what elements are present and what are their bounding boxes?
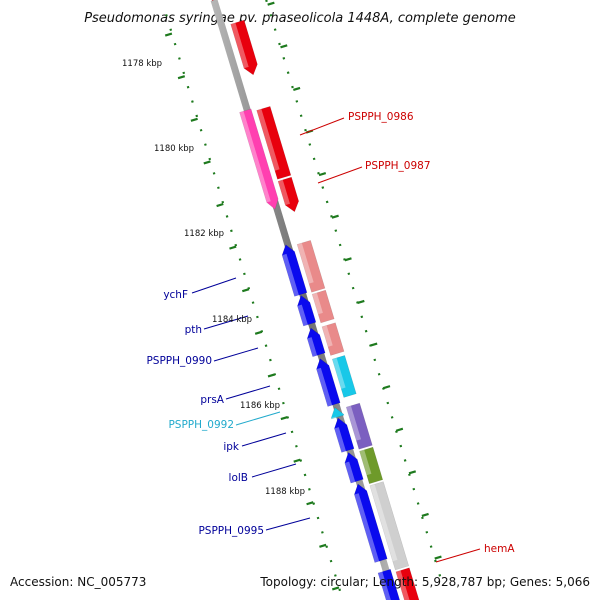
gene-purple-ipk[interactable] — [345, 402, 373, 450]
scale-tick-mark — [164, 32, 173, 37]
gene-red-c[interactable] — [277, 176, 301, 214]
gene-grey-0995[interactable] — [369, 481, 410, 571]
scale-label-1184: 1184 kbp — [212, 315, 252, 325]
scale-tick-mark — [331, 586, 340, 591]
gene-salmon-0990[interactable] — [321, 322, 345, 356]
scale-tick-mark — [293, 458, 301, 463]
gene-label-prsa[interactable]: prsA — [200, 394, 224, 406]
scale-tick-mark — [421, 512, 429, 518]
gene-label-pspph0995[interactable]: PSPPH_0995 — [198, 525, 264, 537]
callout-line-pth — [203, 315, 249, 330]
gene-blue-ychf[interactable] — [280, 243, 308, 297]
scale-tick-mark — [280, 44, 288, 49]
gene-label-ychf[interactable]: ychF — [163, 289, 188, 301]
scale-label-1182: 1182 kbp — [184, 229, 224, 239]
scale-label-1188: 1188 kbp — [265, 487, 305, 497]
callout-lines — [191, 117, 481, 563]
callout-line-ipk — [241, 432, 287, 447]
gene-cyan-0992[interactable] — [329, 406, 345, 420]
gene-red-b[interactable] — [256, 106, 292, 180]
gene-label-pspph0992[interactable]: PSPPH_0992 — [168, 419, 234, 431]
callout-line-pspph0992 — [235, 411, 281, 426]
scale-tick-mark — [434, 555, 442, 560]
scale-tick-mark — [229, 245, 237, 250]
callout-line-pspph0990 — [213, 347, 259, 362]
scale-tick-mark — [408, 470, 417, 475]
scale-tick-mark — [190, 117, 198, 122]
scale-tick-mark — [203, 160, 211, 165]
scale-tick-mark — [306, 501, 314, 506]
scale-tick-mark — [267, 1, 275, 6]
gene-red-a[interactable] — [230, 19, 260, 77]
scale-tick-mark — [382, 385, 391, 390]
gene-salmon-pth[interactable] — [311, 289, 335, 324]
gene-label-pspph0987[interactable]: PSPPH_0987 — [365, 160, 431, 172]
gene-blue-hema[interactable] — [377, 568, 403, 600]
guide-line-right — [265, 0, 444, 586]
scale-tick-mark — [254, 330, 263, 335]
gene-label-hema[interactable]: hemA — [484, 543, 515, 555]
topology-text: Topology: circular; Length: 5,928,787 bp… — [259, 575, 590, 589]
scale-tick-mark — [370, 342, 378, 347]
map-title: Pseudomonas syringae pv. phaseolicola 14… — [84, 11, 516, 26]
callout-line-pspph0995 — [265, 517, 311, 531]
scale-tick-mark — [280, 415, 288, 421]
gene-label-ipk[interactable]: ipk — [223, 441, 240, 453]
gene-blue-ipk[interactable] — [332, 416, 355, 453]
scale-tick-mark — [319, 543, 327, 548]
callout-line-hema — [435, 548, 481, 563]
scale-label-1180: 1180 kbp — [154, 144, 194, 154]
gene-blue-0990[interactable] — [305, 326, 326, 357]
scale-tick-mark — [293, 86, 301, 91]
scale-tick-mark — [318, 172, 327, 177]
callout-line-prsa — [225, 385, 271, 400]
callout-line-pspph0987 — [317, 166, 363, 184]
gene-olive-lolb[interactable] — [359, 446, 384, 485]
scale-tick-mark — [395, 427, 404, 432]
scale-tick-mark — [357, 299, 365, 304]
gene-salmon-ychf[interactable] — [296, 240, 326, 293]
gene-blue-lolb[interactable] — [342, 451, 364, 484]
gene-blue-0995[interactable] — [352, 482, 388, 563]
callout-line-ychf — [191, 277, 237, 294]
gene-cyan-prsa[interactable] — [331, 355, 357, 398]
gene-features — [205, 0, 422, 600]
gene-blue-pth[interactable] — [295, 294, 317, 327]
gene-label-lolb[interactable]: lolB — [229, 472, 248, 484]
gene-blue-prsa[interactable] — [314, 357, 341, 407]
scale-guides — [164, 0, 444, 600]
accession-text: Accession: NC_005773 — [10, 575, 146, 589]
gene-label-pth[interactable]: pth — [185, 324, 202, 336]
callout-line-lolb — [251, 463, 297, 478]
scale-tick-mark — [331, 214, 339, 219]
scale-label-1186: 1186 kbp — [240, 401, 280, 411]
scale-label-1178: 1178 kbp — [122, 59, 162, 69]
callout-line-pspph0986 — [299, 117, 345, 136]
scale-tick-mark — [242, 288, 250, 293]
scale-tick-mark — [216, 202, 224, 208]
scale-tick-mark — [344, 257, 352, 262]
gene-label-pspph0986[interactable]: PSPPH_0986 — [348, 111, 414, 123]
scale-tick-mark — [177, 75, 186, 80]
gene-label-pspph0990[interactable]: PSPPH_0990 — [146, 355, 212, 367]
scale-tick-mark — [267, 373, 276, 378]
gene-magenta[interactable] — [239, 108, 281, 211]
